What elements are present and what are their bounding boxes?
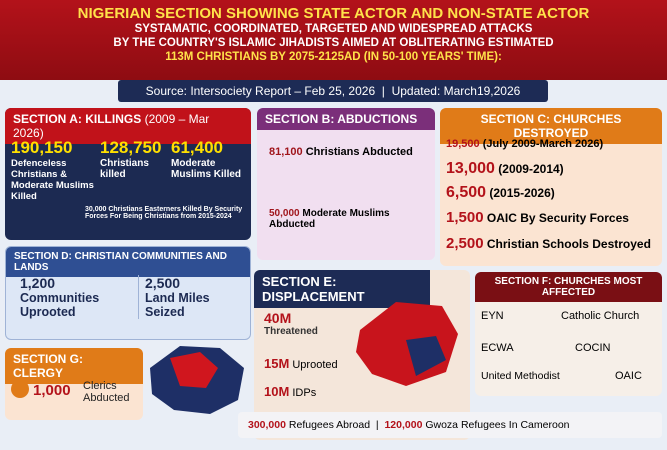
section-title: SECTION C: CHURCHES DESTROYED bbox=[440, 108, 662, 144]
number: 13,000 bbox=[446, 160, 495, 177]
map-shape bbox=[356, 302, 458, 386]
number: 300,000 bbox=[248, 419, 286, 431]
church: EYN bbox=[481, 310, 504, 322]
section-title: SECTION B: ABDUCTIONS bbox=[257, 108, 435, 130]
number: 2,500 bbox=[446, 235, 484, 252]
number: 190,150 bbox=[11, 138, 73, 157]
label: Christians Abducted bbox=[305, 146, 413, 158]
section-e: SECTION E: DISPLACEMENT 40M Threatened 15… bbox=[254, 270, 470, 440]
refugee-bar: 300,000 Refugees Abroad | 120,000 Gwoza … bbox=[238, 412, 662, 438]
number: 81,100 bbox=[269, 146, 303, 158]
map-region bbox=[170, 352, 218, 388]
label: IDPs bbox=[292, 387, 317, 399]
label: OAIC By Security Forces bbox=[486, 211, 629, 225]
section-d: SECTION D: CHRISTIAN COMMUNITIES AND LAN… bbox=[5, 246, 251, 340]
section-title: SECTION F: CHURCHES MOST AFFECTED bbox=[475, 272, 662, 302]
section-b: SECTION B: ABDUCTIONS 81,100 Christians … bbox=[257, 108, 435, 260]
number: 61,400 bbox=[171, 138, 223, 157]
stat: 10M IDPs bbox=[264, 384, 316, 399]
section-title: SECTION D: CHRISTIAN COMMUNITIES AND LAN… bbox=[6, 247, 250, 277]
church: ECWA bbox=[481, 342, 514, 354]
section-title: SECTION A: KILLINGS bbox=[13, 112, 142, 126]
source-bar: Source: Intersociety Report – Feb 25, 20… bbox=[118, 80, 548, 102]
map-region bbox=[406, 336, 446, 376]
number: 15M bbox=[264, 356, 290, 371]
stat: 40M Threatened bbox=[264, 310, 318, 337]
header: NIGERIAN SECTION SHOWING STATE ACTOR AND… bbox=[0, 0, 667, 80]
subtitle: BY THE COUNTRY'S ISLAMIC JIHADISTS AIMED… bbox=[113, 37, 554, 49]
label: Defenceless Christians & Moderate Muslim… bbox=[11, 158, 94, 202]
label: (July 2009-March 2026) bbox=[482, 138, 604, 150]
label: Uprooted bbox=[292, 359, 338, 371]
number: 1,200 bbox=[20, 275, 56, 291]
icon bbox=[11, 380, 29, 398]
subtitle: 113M CHRISTIANS BY 2075-2125AD (IN 50-10… bbox=[165, 51, 502, 63]
label: Communities Uprooted bbox=[20, 291, 100, 319]
church: Catholic Church bbox=[561, 310, 640, 322]
map-decoration bbox=[150, 346, 244, 414]
label: (2009-2014) bbox=[498, 162, 564, 176]
stat: 19,500 (July 2009-March 2026) bbox=[446, 138, 603, 150]
stat: 6,500 (2015-2026) bbox=[446, 184, 555, 202]
label: Clerics Abducted bbox=[83, 380, 130, 404]
stat: 2,500 Christian Schools Destroyed bbox=[446, 235, 651, 252]
church: United Methodist bbox=[481, 370, 560, 382]
number: 128,750 bbox=[100, 138, 162, 157]
number: 120,000 bbox=[384, 419, 423, 431]
section-f: SECTION F: CHURCHES MOST AFFECTED EYN Ca… bbox=[475, 272, 662, 396]
subtitle: SYSTAMATIC, COORDINATED, TARGETED AND WI… bbox=[134, 23, 533, 35]
stat: 13,000 (2009-2014) bbox=[446, 160, 564, 178]
section-title: SECTION G: CLERGY bbox=[5, 348, 143, 384]
note: 30,000 Christians Easterners Killed By S… bbox=[85, 206, 243, 220]
stat: 15M Uprooted bbox=[264, 356, 338, 371]
title: NIGERIAN SECTION SHOWING STATE ACTOR AND… bbox=[77, 5, 590, 22]
map-decoration bbox=[356, 302, 458, 386]
stat: 190,150 Defenceless Christians & Moderate… bbox=[11, 138, 101, 202]
stat: 128,750 Christians killed bbox=[100, 138, 166, 180]
number: 50,000 bbox=[269, 208, 300, 219]
stat: 61,400 Moderate Muslims Killed bbox=[171, 138, 245, 180]
source: Source: Intersociety Report – Feb 25, 20… bbox=[145, 84, 376, 98]
label: Gwoza Refugees In Cameroon bbox=[425, 419, 570, 431]
stat: 81,100 Christians Abducted bbox=[269, 146, 429, 158]
label: Moderate Muslims Abducted bbox=[269, 208, 390, 230]
number: 2,500 bbox=[145, 275, 181, 291]
number: 6,500 bbox=[446, 184, 487, 201]
updated: Updated: March19,2026 bbox=[391, 84, 521, 98]
stat: 50,000 Moderate Muslims Abducted bbox=[269, 208, 429, 230]
section-title: SECTION E: DISPLACEMENT bbox=[254, 270, 430, 308]
stat: 2,500 Land Miles Seized bbox=[138, 275, 238, 319]
section-g: SECTION G: CLERGY 1,000 Clerics Abducted bbox=[5, 348, 143, 420]
church: COCIN bbox=[575, 342, 611, 354]
stat: 1,500 OAIC By Security Forces bbox=[446, 209, 629, 226]
number: 1,500 bbox=[446, 209, 484, 226]
label: Moderate Muslims Killed bbox=[171, 158, 242, 180]
number: 40M bbox=[264, 310, 292, 326]
section-c: SECTION C: CHURCHES DESTROYED 19,500 (Ju… bbox=[440, 108, 662, 266]
number: 19,500 bbox=[446, 138, 480, 150]
label: Land Miles Seized bbox=[145, 291, 210, 319]
label: Refugees Abroad bbox=[288, 419, 371, 431]
label: Christians killed bbox=[100, 158, 149, 180]
label: Christian Schools Destroyed bbox=[486, 237, 651, 251]
period: (2009 – Mar 2026) bbox=[13, 112, 210, 140]
label: Threatened bbox=[264, 326, 318, 337]
stat: 1,200 Communities Uprooted bbox=[20, 275, 130, 319]
section-a: SECTION A: KILLINGS (2009 – Mar 2026) 19… bbox=[5, 108, 251, 240]
number: 10M bbox=[264, 384, 290, 399]
church: OAIC bbox=[615, 370, 642, 382]
number: 1,000 bbox=[33, 382, 71, 399]
label: (2015-2026) bbox=[489, 186, 555, 200]
